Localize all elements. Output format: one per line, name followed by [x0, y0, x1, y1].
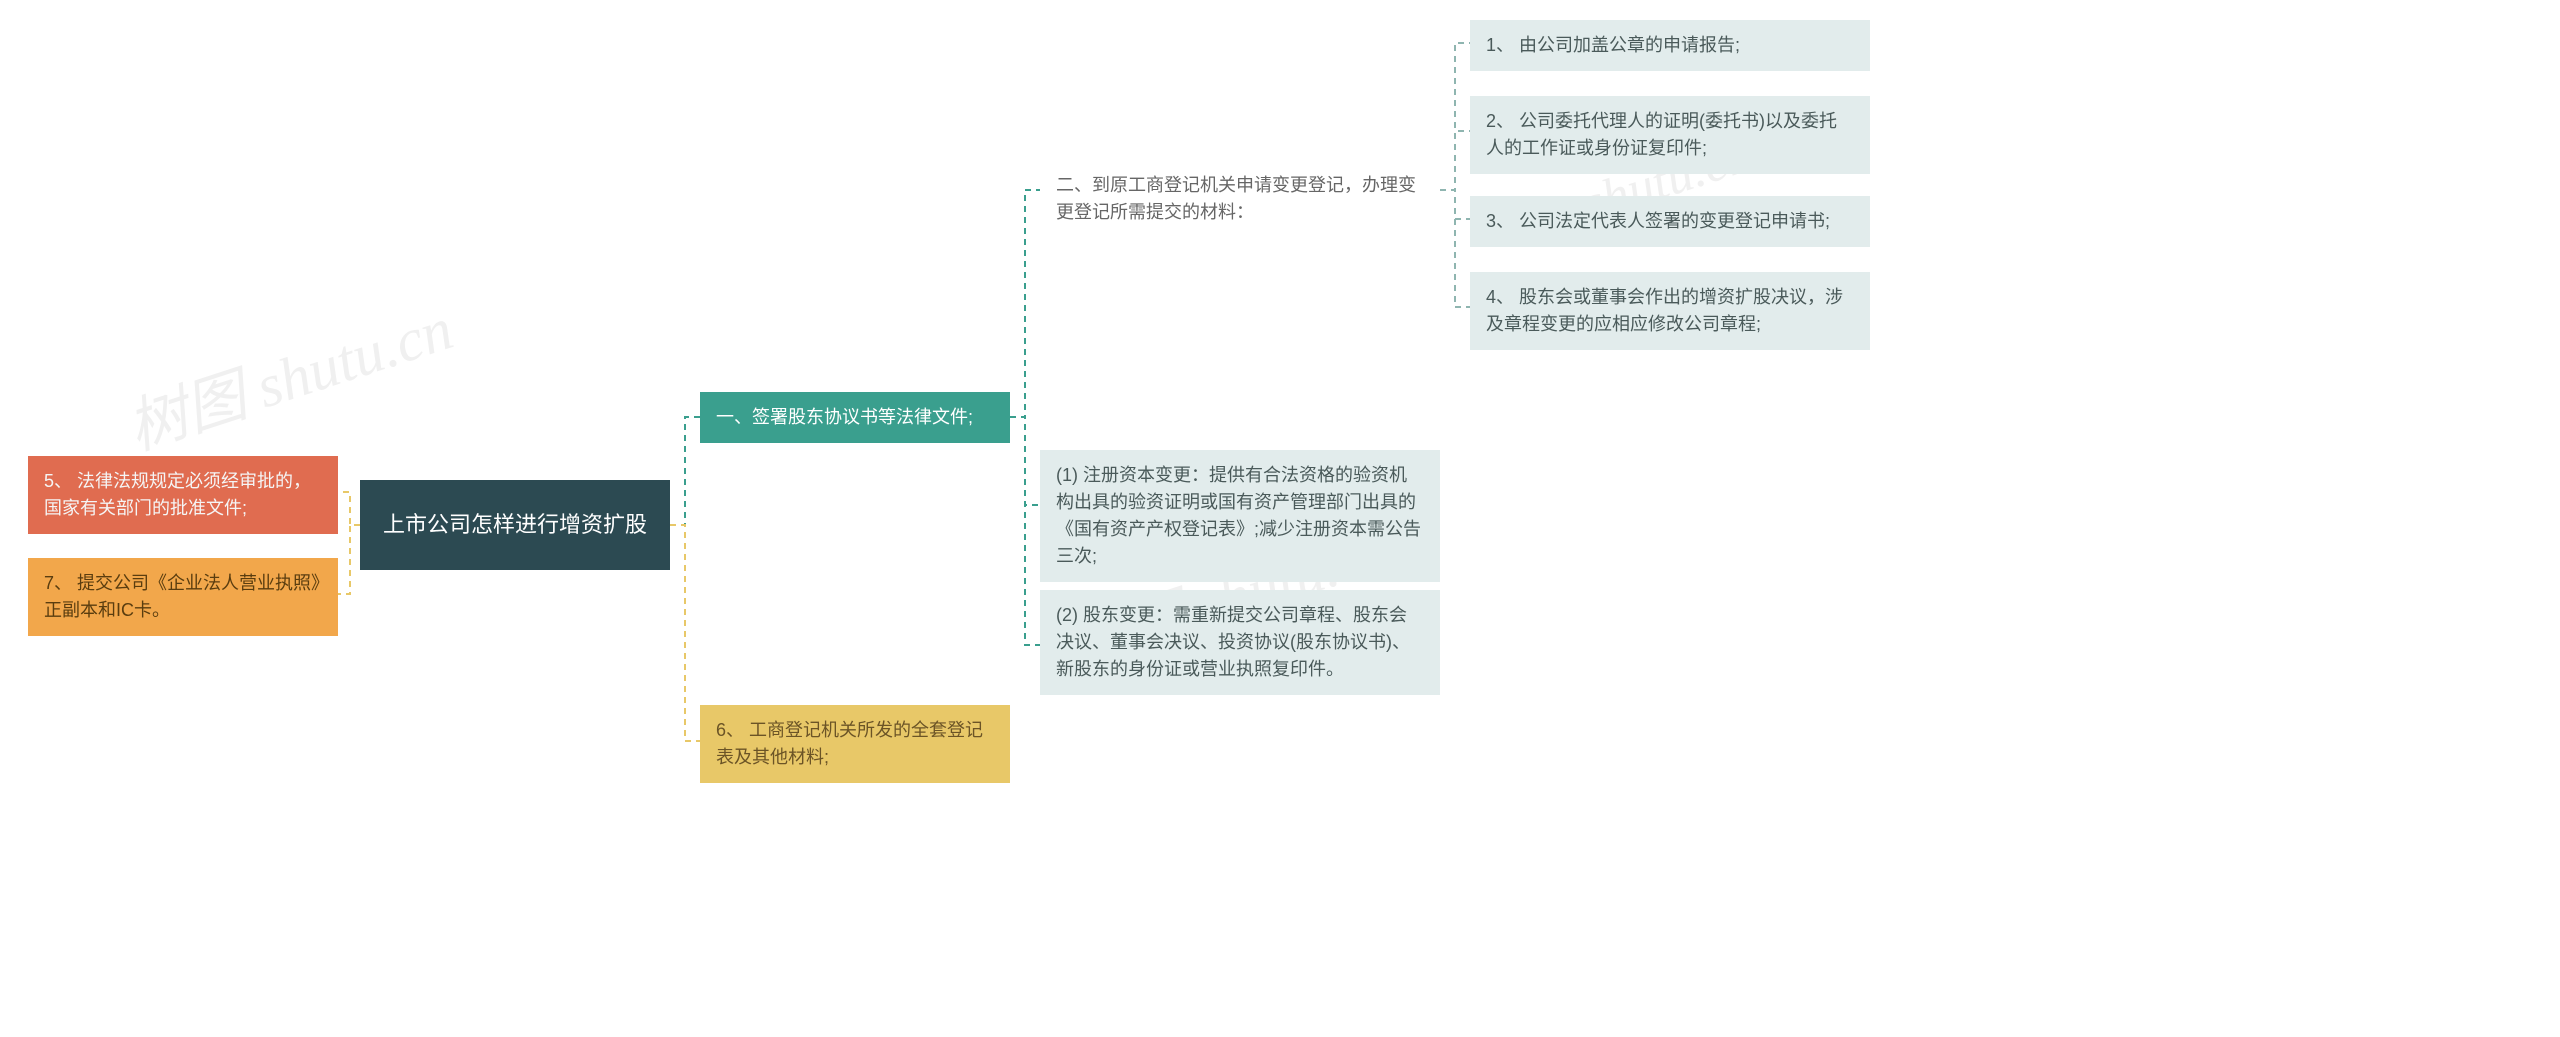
node-item-6: 6、 工商登记机关所发的全套登记表及其他材料; — [700, 705, 1010, 783]
node-section-1: 一、签署股东协议书等法律文件; — [700, 392, 1010, 443]
root-node: 上市公司怎样进行增资扩股 — [360, 480, 670, 570]
watermark: 树图 shutu.cn — [115, 280, 462, 467]
node-material-2: 2、 公司委托代理人的证明(委托书)以及委托人的工作证或身份证复印件; — [1470, 96, 1870, 174]
node-material-3: 3、 公司法定代表人签署的变更登记申请书; — [1470, 196, 1870, 247]
node-item-5: 5、 法律法规规定必须经审批的，国家有关部门的批准文件; — [28, 456, 338, 534]
node-sub-1: (1) 注册资本变更：提供有合法资格的验资机构出具的验资证明或国有资产管理部门出… — [1040, 450, 1440, 582]
node-material-4: 4、 股东会或董事会作出的增资扩股决议，涉及章程变更的应相应修改公司章程; — [1470, 272, 1870, 350]
node-section-2: 二、到原工商登记机关申请变更登记，办理变更登记所需提交的材料： — [1040, 160, 1440, 238]
node-material-1: 1、 由公司加盖公章的申请报告; — [1470, 20, 1870, 71]
node-sub-2: (2) 股东变更：需重新提交公司章程、股东会决议、董事会决议、投资协议(股东协议… — [1040, 590, 1440, 695]
node-item-7: 7、 提交公司《企业法人营业执照》正副本和IC卡。 — [28, 558, 338, 636]
